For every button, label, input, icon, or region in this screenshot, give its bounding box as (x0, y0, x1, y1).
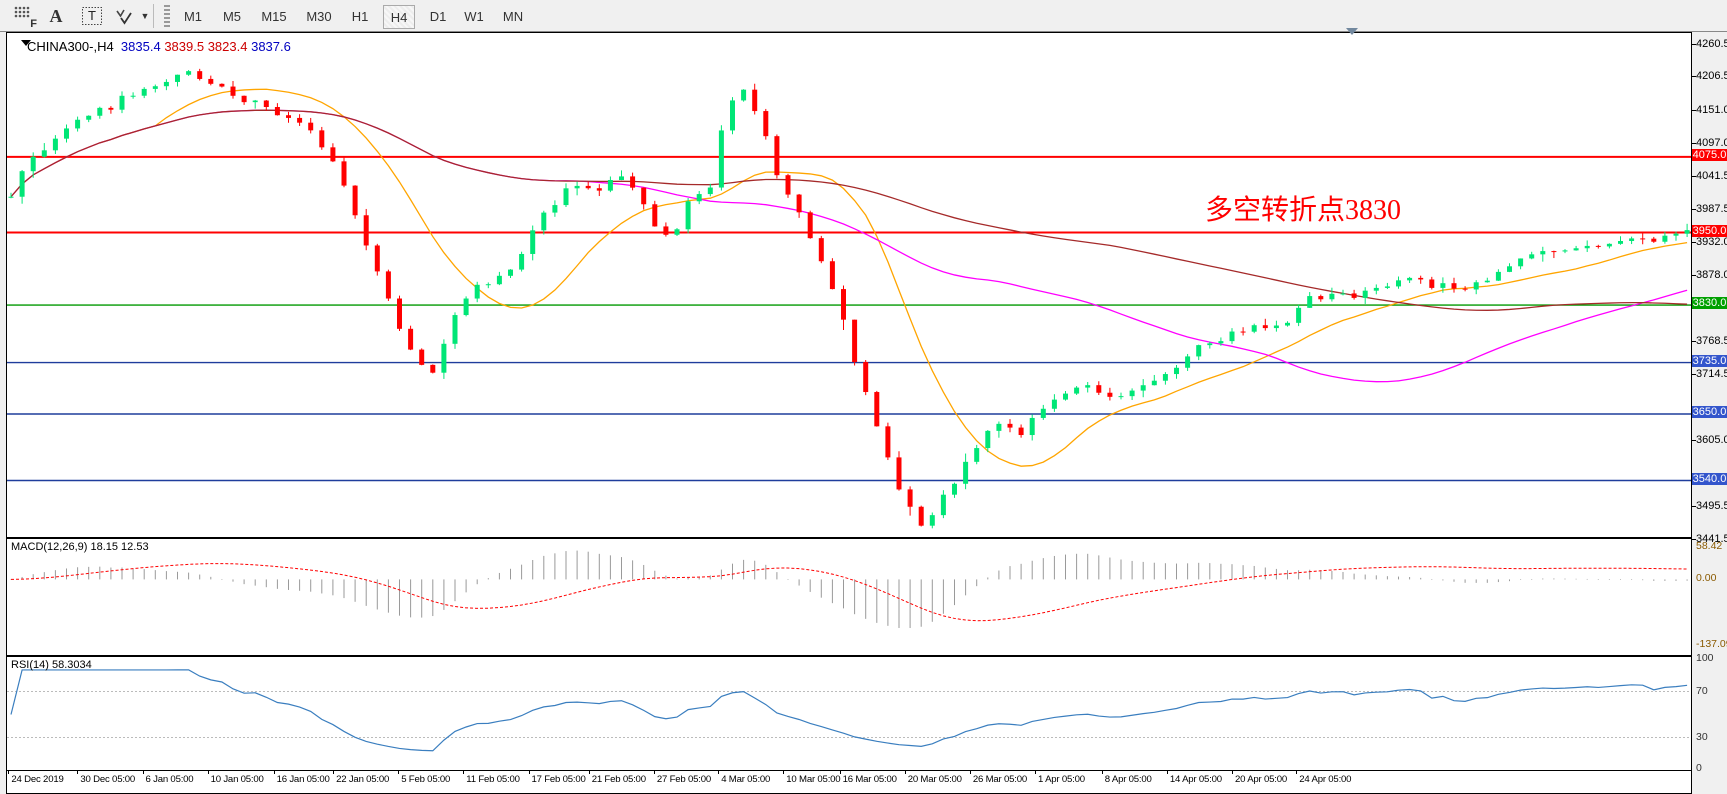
svg-text:T: T (88, 8, 96, 23)
